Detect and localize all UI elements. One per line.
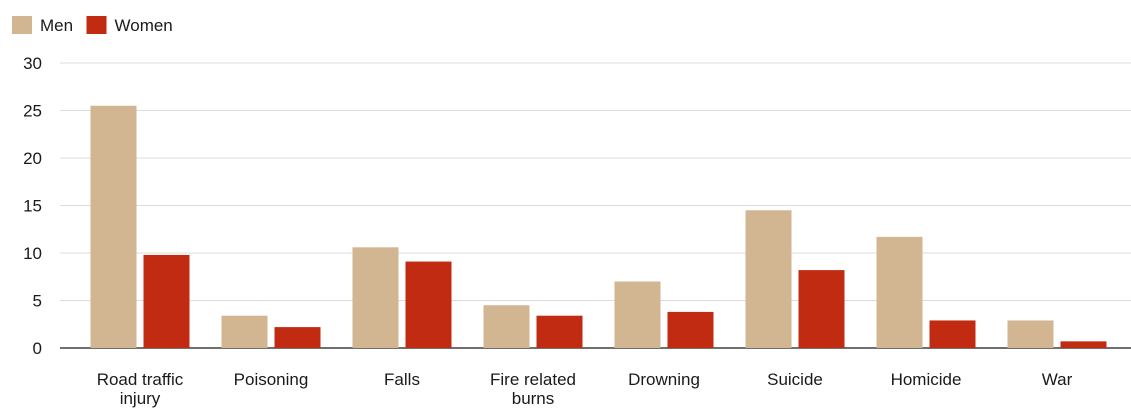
bar-men-1 — [221, 315, 268, 348]
x-tick-label-3-0: Fire related — [490, 370, 576, 389]
x-tick-label-6-0: Homicide — [891, 370, 962, 389]
bar-women-0 — [143, 254, 190, 348]
bar-women-6 — [929, 320, 976, 348]
bar-men-0 — [90, 105, 137, 348]
bar-men-5 — [745, 210, 792, 348]
bars — [90, 105, 1107, 348]
bar-men-7 — [1007, 320, 1054, 348]
y-tick-label-0: 0 — [33, 339, 42, 358]
x-tick-label-0-0: Road traffic — [97, 370, 184, 389]
bar-men-2 — [352, 247, 399, 348]
y-tick-label-6: 30 — [23, 54, 42, 73]
y-axis: 0 5 10 15 20 25 30 — [23, 54, 42, 358]
x-tick-label-7-0: War — [1042, 370, 1073, 389]
y-tick-label-4: 20 — [23, 149, 42, 168]
x-tick-label-5-0: Suicide — [767, 370, 823, 389]
y-tick-label-5: 25 — [23, 102, 42, 121]
bar-men-3 — [483, 305, 530, 348]
bar-women-1 — [274, 327, 321, 348]
x-tick-label-4-0: Drowning — [628, 370, 700, 389]
legend-label-1: Women — [115, 16, 173, 35]
bar-women-5 — [798, 270, 845, 348]
legend-swatch-1 — [86, 16, 107, 34]
bar-women-2 — [405, 261, 452, 348]
x-tick-label-0-1: injury — [120, 389, 161, 408]
bar-women-7 — [1060, 341, 1107, 348]
bar-women-3 — [536, 315, 583, 348]
bar-men-4 — [614, 281, 661, 348]
x-tick-label-2-0: Falls — [384, 370, 420, 389]
y-tick-label-1: 5 — [33, 292, 42, 311]
legend: Men Women — [12, 16, 173, 35]
legend-label-0: Men — [40, 16, 73, 35]
y-tick-label-3: 15 — [23, 197, 42, 216]
bar-men-6 — [876, 236, 923, 348]
x-tick-label-3-1: burns — [512, 389, 555, 408]
bar-women-4 — [667, 311, 714, 348]
y-tick-label-2: 10 — [23, 244, 42, 263]
grid-lines — [60, 62, 1131, 349]
x-tick-label-1-0: Poisoning — [234, 370, 309, 389]
legend-swatch-0 — [12, 16, 32, 34]
